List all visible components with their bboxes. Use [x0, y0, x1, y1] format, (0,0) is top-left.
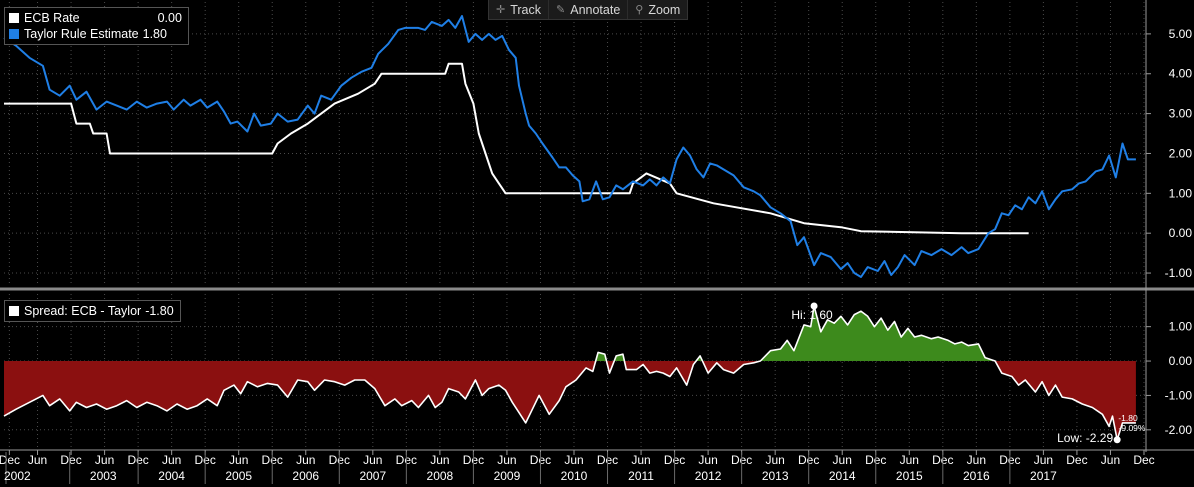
x-year-label: 2014 — [829, 469, 856, 483]
x-month-label: Jun — [28, 453, 47, 467]
x-axis: Dec Jun Dec Jun Dec Jun Dec Jun Dec Jun Dec Jun Dec J… — [0, 450, 1155, 484]
legend-value-spread: -1.80 — [145, 304, 174, 318]
x-month-label: Jun — [967, 453, 986, 467]
x-year-label: 2002 — [4, 469, 31, 483]
x-month-label: Jun — [229, 453, 248, 467]
top-y-tick-label: 4.00 — [1169, 67, 1193, 81]
legend-swatch-taylor — [9, 29, 19, 39]
last-pct-label: -9.09% — [1119, 423, 1146, 433]
zoom-label: Zoom — [648, 2, 681, 17]
low-marker — [1113, 436, 1121, 444]
spread-area-negative — [4, 361, 1136, 440]
legend-item-taylor[interactable]: Taylor Rule Estimate 1.80 — [9, 26, 182, 42]
magnifier-icon: ⚲ — [635, 4, 644, 16]
x-year-label: 2011 — [628, 469, 654, 483]
x-month-label: Jun — [833, 453, 852, 467]
low-label: Low: -2.29 — [1057, 431, 1113, 445]
x-year-label: 2005 — [225, 469, 252, 483]
x-month-label: Jun — [631, 453, 650, 467]
top-y-axis: 5.00 4.00 3.00 2.00 1.00 0.00 -1.00 — [4, 27, 1192, 280]
chart-toolbar: ✛ Track ✎ Annotate ⚲ Zoom — [488, 0, 689, 20]
x-month-label: Jun — [363, 453, 382, 467]
bottom-panel-legend: Spread: ECB - Taylor -1.80 — [4, 300, 181, 322]
x-month-label: Dec — [1133, 453, 1154, 467]
legend-item-spread[interactable]: Spread: ECB - Taylor -1.80 — [9, 303, 174, 319]
series-line-taylor-rule — [3, 15, 1136, 278]
x-year-label: 2017 — [1030, 469, 1057, 483]
hi-marker — [810, 302, 818, 310]
legend-swatch-ecb — [9, 13, 19, 23]
x-month-label: Jun — [765, 453, 784, 467]
x-month-label: Jun — [162, 453, 181, 467]
hi-label: Hi: 1.60 — [791, 308, 833, 322]
x-month-label: Dec — [60, 453, 81, 467]
x-month-label: Dec — [0, 453, 20, 467]
x-year-label: 2013 — [762, 469, 789, 483]
zoom-tool[interactable]: ⚲ Zoom — [628, 0, 687, 19]
x-month-label: Jun — [698, 453, 717, 467]
legend-label-taylor: Taylor Rule Estimate — [24, 27, 139, 41]
bottom-y-tick-label: -2.00 — [1165, 423, 1193, 437]
x-month-label: Jun — [296, 453, 315, 467]
x-year-label: 2003 — [90, 469, 117, 483]
top-y-tick-label: -1.00 — [1165, 266, 1193, 280]
x-year-label: 2012 — [695, 469, 722, 483]
x-year-label: 2008 — [427, 469, 454, 483]
track-label: Track — [510, 2, 542, 17]
legend-value-ecb: 0.00 — [157, 11, 182, 25]
legend-label-ecb: ECB Rate — [24, 11, 80, 25]
top-y-tick-label: 3.00 — [1169, 107, 1193, 121]
bottom-y-tick-label: 1.00 — [1169, 320, 1193, 334]
x-month-label: Jun — [564, 453, 583, 467]
x-year-label: 2009 — [494, 469, 521, 483]
top-y-tick-label: 2.00 — [1169, 146, 1193, 160]
legend-value-taylor: 1.80 — [142, 27, 167, 41]
last-value-label: -1.80 — [1118, 413, 1138, 423]
x-month-label: Jun — [95, 453, 114, 467]
bottom-y-tick-label: 0.00 — [1169, 354, 1193, 368]
legend-label-spread: Spread: ECB - Taylor — [24, 304, 142, 318]
x-month-label: Jun — [497, 453, 516, 467]
x-year-label: 2007 — [359, 469, 386, 483]
legend-swatch-spread — [9, 306, 19, 316]
x-month-label: Jun — [430, 453, 449, 467]
x-year-label: 2006 — [292, 469, 319, 483]
series-line-ecb-rate — [4, 62, 1029, 235]
bottom-y-axis: 1.00 0.00 -1.00 -2.00 — [4, 320, 1192, 437]
top-y-tick-label: 5.00 — [1169, 27, 1193, 41]
x-year-label: 2016 — [963, 469, 990, 483]
track-tool[interactable]: ✛ Track — [489, 0, 550, 19]
spread-area-positive — [595, 306, 996, 362]
crosshair-icon: ✛ — [496, 4, 506, 16]
x-month-label: Jun — [900, 453, 919, 467]
legend-item-ecb-rate[interactable]: ECB Rate 0.00 — [9, 10, 182, 26]
annotate-label: Annotate — [570, 2, 621, 17]
x-month-label: Dec — [1066, 453, 1087, 467]
annotate-tool[interactable]: ✎ Annotate — [549, 0, 629, 19]
pencil-icon: ✎ — [556, 4, 566, 16]
series-line-spread — [3, 305, 1136, 441]
top-y-tick-label: 1.00 — [1169, 186, 1193, 200]
x-year-label: 2004 — [158, 469, 185, 483]
x-month-label: Jun — [1034, 453, 1053, 467]
x-year-label: 2010 — [561, 469, 588, 483]
top-y-tick-label: 0.00 — [1169, 226, 1193, 240]
bottom-y-tick-label: -1.00 — [1165, 388, 1193, 402]
top-panel-legend: ECB Rate 0.00 Taylor Rule Estimate 1.80 — [4, 7, 189, 45]
x-year-label: 2015 — [896, 469, 923, 483]
x-month-label: Jun — [1101, 453, 1120, 467]
